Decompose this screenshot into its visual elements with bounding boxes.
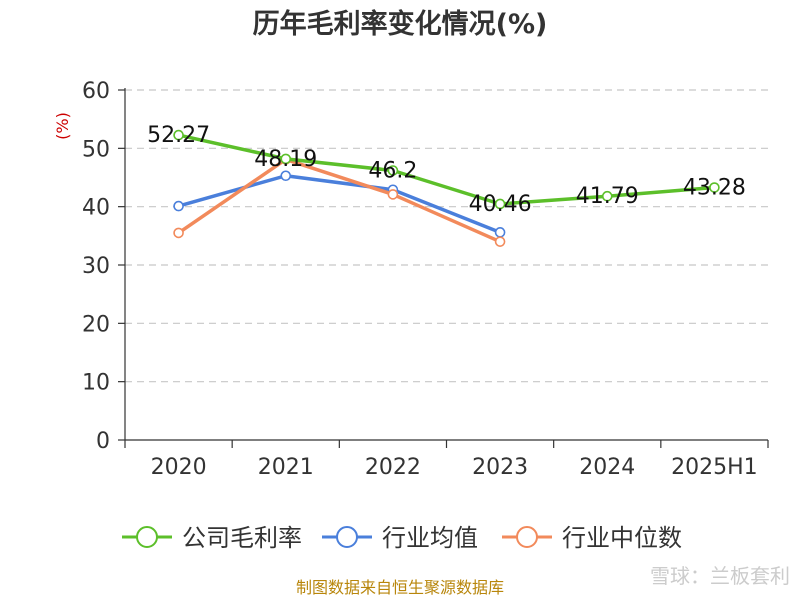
series-line	[178, 174, 501, 234]
source-note: 制图数据来自恒生聚源数据库	[296, 578, 504, 597]
legend-marker	[136, 526, 158, 548]
y-tick-label: 60	[82, 79, 110, 104]
data-point	[494, 198, 506, 210]
legend-marker	[516, 526, 538, 548]
legend: 公司毛利率 行业均值 行业中位数	[122, 524, 682, 552]
series-2	[173, 154, 506, 247]
y-tick-label: 0	[96, 429, 110, 454]
data-labels: 52.27 48.19 46.2 40.46 41.79 43.28	[147, 123, 746, 217]
legend-item-0: 公司毛利率	[122, 524, 302, 552]
data-point	[494, 227, 506, 238]
data-point	[173, 227, 184, 239]
data-label: 41.79	[576, 184, 639, 209]
y-tick-label: 50	[82, 137, 110, 162]
y-tick-label: 40	[82, 196, 110, 221]
chart-title: 历年毛利率变化情况(%)	[253, 8, 548, 40]
x-tick-label: 2021	[258, 455, 314, 480]
series-1	[173, 170, 506, 238]
data-point	[173, 129, 184, 141]
y-tick-label: 30	[82, 254, 110, 279]
data-point	[280, 170, 292, 182]
data-point	[387, 189, 399, 200]
legend-item-2: 行业中位数	[502, 524, 682, 552]
data-point	[280, 153, 292, 165]
watermark: 雪球：兰板套利	[650, 564, 790, 588]
data-label: 40.46	[469, 192, 532, 217]
watermark-text: 雪球：兰板套利	[650, 564, 790, 588]
legend-item-1: 行业均值	[322, 524, 478, 552]
x-tick-label: 2025H1	[671, 455, 758, 480]
x-tick-label: 2020	[151, 455, 207, 480]
data-label: 48.19	[254, 147, 317, 172]
legend-marker	[336, 526, 358, 548]
data-point	[709, 182, 720, 193]
y-tick-label: 20	[82, 312, 110, 337]
data-point	[601, 190, 613, 202]
x-tick-label: 2023	[472, 455, 528, 480]
y-axis-label: (%)	[53, 112, 72, 140]
series-line	[177, 157, 501, 244]
legend-label: 行业均值	[382, 524, 478, 552]
series-line	[178, 133, 715, 206]
legend-label: 公司毛利率	[182, 524, 302, 552]
legend-label: 行业中位数	[562, 524, 682, 552]
data-point	[494, 236, 506, 247]
data-label: 52.27	[147, 123, 210, 148]
x-tick-label: 2022	[365, 455, 421, 480]
data-point	[387, 165, 399, 176]
data-label: 46.2	[368, 159, 417, 184]
x-tick-label: 2024	[579, 455, 635, 480]
data-label: 43.28	[683, 176, 746, 201]
series-0	[173, 129, 720, 210]
data-point	[173, 200, 184, 212]
y-tick-label: 10	[82, 371, 110, 396]
series-layer	[173, 129, 720, 247]
grid	[125, 89, 768, 383]
axes: 0 10 20 30 40 50 60 2020 2021 2022 2023 2024 2025H1	[82, 79, 769, 480]
